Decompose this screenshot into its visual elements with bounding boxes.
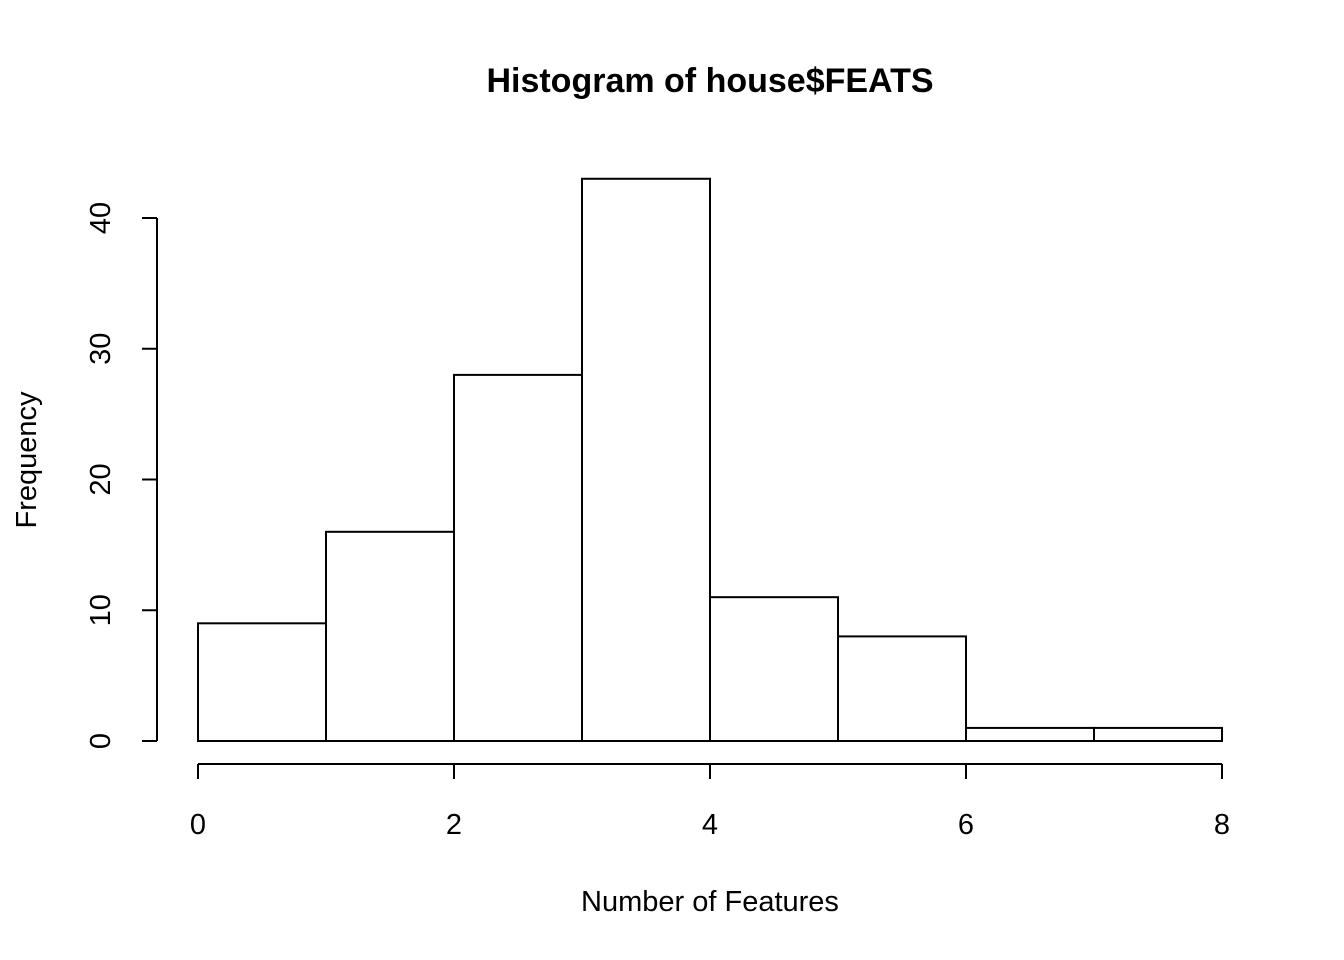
y-tick-label: 40: [85, 202, 117, 234]
x-tick-label: 4: [702, 809, 718, 841]
x-tick-label: 6: [958, 809, 974, 841]
y-axis: 0 10 20 30 40: [85, 202, 158, 749]
x-axis: 0 2 4 6 8: [190, 763, 1230, 841]
bars-group: [197, 177, 1223, 743]
y-tick-label: 20: [85, 463, 117, 495]
x-tick-label: 8: [1214, 809, 1230, 841]
histogram-bar-0: [197, 622, 327, 743]
y-axis-label: Frequency: [11, 391, 43, 529]
histogram-bar-1: [325, 530, 455, 742]
histogram-bar-4: [709, 596, 839, 742]
y-tick-label: 10: [85, 594, 117, 626]
chart-title: Histogram of house$FEATS: [486, 62, 933, 100]
x-tick-label: 0: [190, 809, 206, 841]
histogram-bar-7: [1093, 726, 1223, 742]
histogram-bar-6: [965, 726, 1095, 742]
x-tick-label: 2: [446, 809, 462, 841]
histogram-bar-5: [837, 635, 967, 743]
y-tick-label: 30: [85, 333, 117, 365]
histogram-bar-2: [453, 373, 583, 742]
histogram-bar-3: [581, 177, 711, 742]
x-axis-label: Number of Features: [581, 886, 839, 918]
y-tick-label: 0: [85, 733, 117, 749]
